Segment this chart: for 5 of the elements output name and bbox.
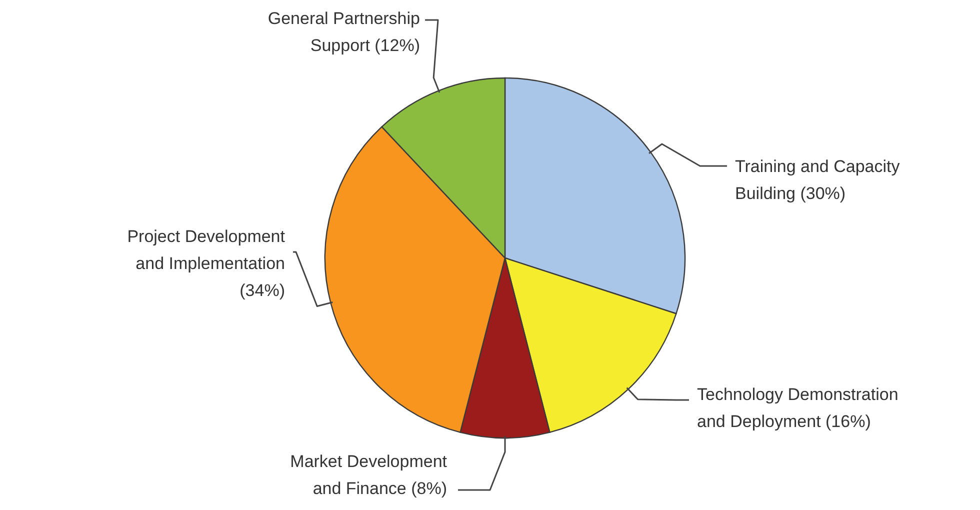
slice-label: Technology Demonstration and Deployment (16%) (697, 385, 898, 431)
slice-label: Project Development and Implementation (34%) (127, 227, 286, 300)
slice-label: Market Development and Finance (8%) (290, 452, 448, 498)
slice-label: General Partnership Support (12%) (268, 9, 420, 55)
slice-label: Training and Capacity Building (30%) (735, 157, 900, 203)
